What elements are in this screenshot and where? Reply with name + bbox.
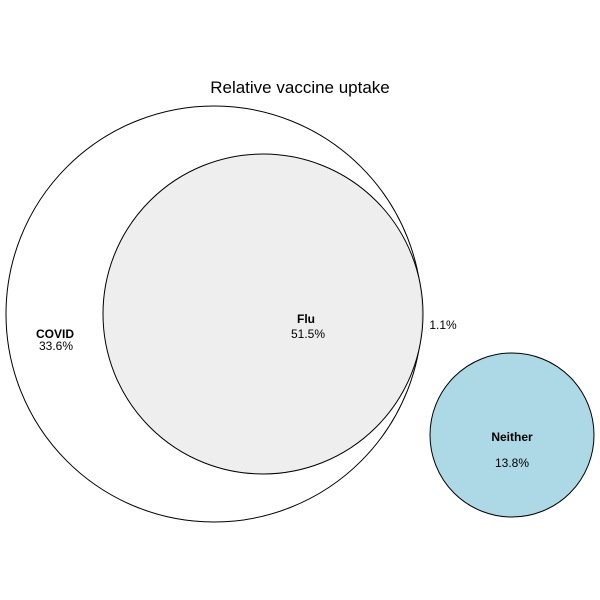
flu-circle bbox=[102, 153, 424, 475]
flu-only-percent: 1.1% bbox=[429, 318, 457, 332]
flu-label: Flu bbox=[297, 312, 315, 326]
diagram-title: Relative vaccine uptake bbox=[210, 78, 390, 97]
neither-label: Neither bbox=[491, 430, 533, 444]
neither-percent: 13.8% bbox=[495, 456, 529, 470]
covid-label: COVID bbox=[36, 327, 74, 341]
neither-circle bbox=[429, 352, 595, 518]
covid-percent: 33.6% bbox=[39, 339, 73, 353]
flu-percent: 51.5% bbox=[291, 327, 325, 341]
